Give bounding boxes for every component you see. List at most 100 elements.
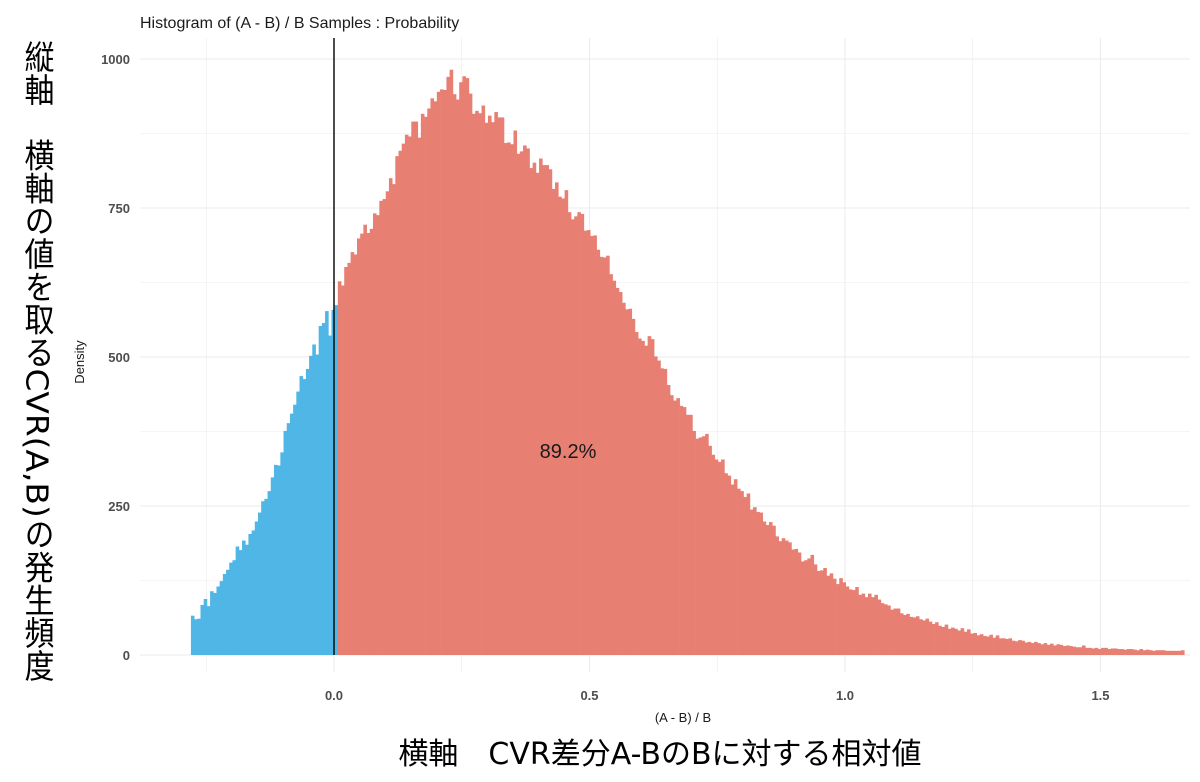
histogram-bar [328, 335, 332, 655]
histogram-bar [190, 615, 195, 655]
histogram-bar [967, 629, 971, 655]
histogram-bar [206, 606, 211, 655]
histogram-bar [695, 438, 700, 655]
histogram-bar [481, 105, 486, 656]
histogram-bar [730, 484, 735, 655]
histogram-bar [1005, 638, 1009, 655]
histogram-bar [669, 395, 674, 655]
histogram-bar [896, 608, 901, 655]
histogram-bar [548, 169, 553, 655]
histogram-bar [816, 570, 821, 655]
histogram-bar [411, 121, 415, 655]
histogram-bar [449, 69, 454, 655]
histogram-bar [733, 479, 738, 655]
histogram-bar [708, 445, 712, 655]
histogram-bar [312, 344, 316, 655]
histogram-bar [954, 628, 958, 655]
histogram-bar [376, 215, 380, 656]
histogram-bar [606, 255, 610, 655]
histogram-bar [299, 376, 304, 655]
histogram-bar [1177, 650, 1182, 655]
histogram-bar [424, 116, 428, 655]
histogram-bar [273, 464, 278, 655]
histogram-bar [622, 302, 626, 655]
histogram-bar [963, 631, 968, 655]
histogram-bar [251, 530, 256, 655]
histogram-bar [1094, 647, 1099, 655]
histogram-bar [657, 360, 661, 655]
histogram-bar [1040, 644, 1045, 655]
histogram-bar [443, 89, 447, 655]
histogram-bar [998, 638, 1003, 655]
histogram-bar [599, 256, 604, 655]
histogram-bar [1046, 644, 1051, 655]
histogram-bar [379, 200, 383, 655]
histogram-bar [318, 326, 323, 655]
histogram-bar [545, 165, 550, 655]
histogram-bar [772, 525, 776, 655]
histogram-bar [647, 336, 652, 655]
histogram-bar [919, 619, 923, 655]
histogram-bar [1139, 649, 1144, 655]
histogram-bar [519, 151, 524, 655]
histogram-bar [714, 459, 719, 655]
histogram-bar [1078, 647, 1083, 655]
histogram-bar [1158, 650, 1163, 655]
histogram-bar [484, 122, 489, 656]
histogram-bar [539, 158, 543, 656]
histogram-bar [705, 433, 709, 655]
histogram-bar [456, 99, 460, 655]
histogram-bar [264, 498, 268, 655]
histogram-bar [487, 115, 492, 656]
histogram-bar [1069, 646, 1073, 655]
histogram-bar [909, 616, 914, 655]
histogram-bar [749, 509, 754, 655]
histogram-bar [369, 228, 374, 656]
histogram-bar [235, 546, 240, 655]
histogram-bar [986, 636, 990, 655]
histogram-bar [650, 339, 655, 655]
histogram-bar [673, 400, 677, 655]
histogram-bar [631, 318, 636, 655]
histogram-bar [1021, 640, 1025, 655]
histogram-bar [788, 542, 792, 655]
histogram-bar [922, 620, 926, 655]
histogram-bar [1081, 645, 1086, 655]
histogram-bar [615, 287, 620, 655]
histogram-bar [899, 613, 904, 655]
histogram-bar [356, 238, 361, 655]
histogram-bar [781, 538, 786, 655]
histogram-bar [427, 108, 431, 655]
histogram-bar [347, 262, 352, 655]
histogram-bar [1062, 646, 1067, 655]
y-tick-label: 250 [108, 499, 130, 514]
histogram-bar [903, 615, 907, 655]
histogram-bar [938, 625, 942, 655]
histogram-bar [810, 554, 815, 655]
histogram-bar [676, 398, 680, 655]
histogram-bar [737, 488, 741, 655]
histogram-bar [721, 459, 725, 655]
histogram-bar [1120, 649, 1124, 655]
histogram-bar [989, 634, 993, 655]
histogram-bar [1053, 645, 1057, 655]
histogram-bar [970, 633, 974, 655]
histogram-bar [1171, 650, 1175, 655]
histogram-bar [797, 552, 802, 655]
histogram-bar [941, 626, 946, 655]
histogram-bar [887, 605, 891, 655]
histogram-bar [762, 521, 767, 655]
histogram-bar [1117, 649, 1121, 655]
histogram-bar [500, 117, 505, 655]
histogram-bar [491, 122, 495, 655]
histogram-bar [1097, 649, 1102, 655]
histogram-bar [586, 230, 591, 655]
histogram-bar [609, 274, 613, 655]
histogram-bar [242, 540, 246, 655]
histogram-bar [1113, 648, 1118, 655]
histogram-bar [813, 564, 818, 655]
histogram-bar [740, 491, 744, 655]
histogram-bar [468, 93, 473, 656]
histogram-bar [823, 567, 827, 655]
